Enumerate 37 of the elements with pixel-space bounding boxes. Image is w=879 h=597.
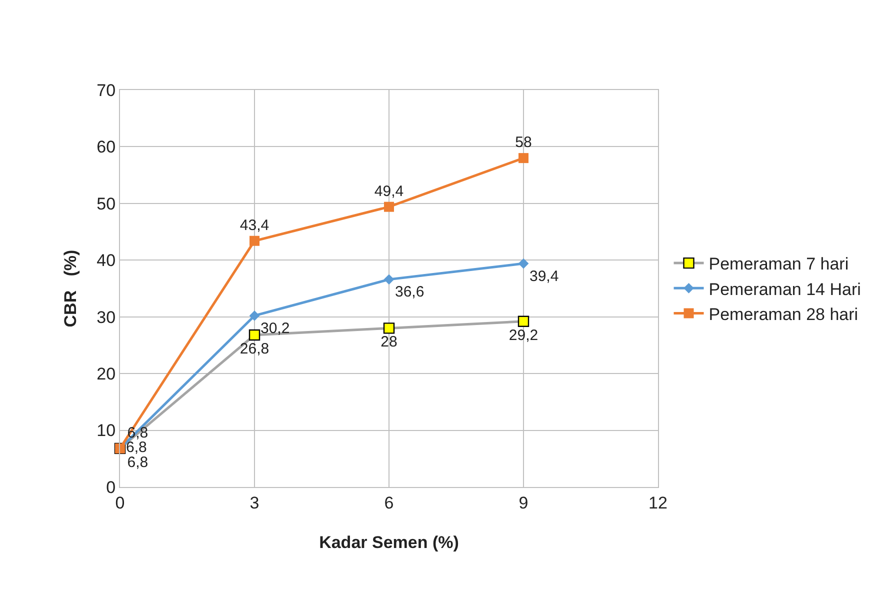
point (518, 316, 530, 327)
data-label: 36,6 (395, 284, 424, 301)
legend-label: Pemeraman 7 hari (708, 254, 849, 274)
data-label: 58 (515, 134, 532, 152)
y-tick-label: 70 (96, 80, 116, 100)
data-label: 49,4 (374, 182, 404, 200)
data-label: 43,4 (240, 216, 270, 234)
data-label: 29,2 (508, 326, 538, 344)
x-tick-label: 9 (518, 493, 528, 512)
data-label: 30,2 (260, 320, 290, 337)
point (250, 236, 260, 246)
point (384, 274, 394, 285)
y-tick-label: 60 (96, 138, 116, 157)
data-label: 6,8 (127, 454, 148, 471)
point (248, 329, 260, 341)
x-tick-label: 12 (648, 493, 668, 512)
x-axis-title: Kadar Semen (%) (319, 533, 459, 552)
point (518, 258, 529, 269)
y-tick-label: 20 (96, 364, 116, 384)
legend-label: Pemeraman 14 Hari (708, 280, 861, 299)
y-tick-label: 50 (96, 194, 116, 214)
y-tick-label: 30 (96, 308, 116, 327)
y-tick-label: 0 (106, 478, 116, 497)
y-tick-label: 40 (96, 251, 116, 270)
point (384, 202, 394, 212)
point (383, 322, 395, 334)
point (249, 310, 260, 321)
legend-label: Pemeraman 28 hari (708, 304, 858, 324)
data-label: 28 (380, 334, 398, 351)
data-label: 39,4 (530, 268, 559, 285)
data-label: 6,8 (126, 439, 147, 456)
y-tick-label: 10 (96, 421, 116, 440)
x-tick-label: 3 (250, 493, 260, 512)
point (518, 153, 528, 164)
x-tick-label: 6 (384, 493, 394, 512)
data-label: 26,8 (240, 340, 270, 358)
y-axis-title: CBR (%) (61, 250, 80, 328)
